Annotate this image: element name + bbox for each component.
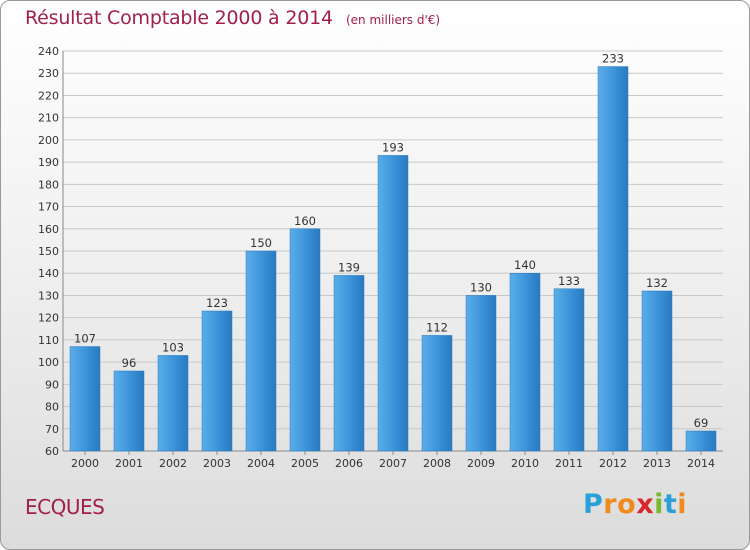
bar: [509, 272, 541, 452]
bar: [69, 346, 101, 452]
x-tick-label: 2008: [423, 457, 451, 470]
logo-letter: P: [583, 489, 604, 520]
bar-value-label: 233: [602, 52, 624, 66]
y-tick-label: 150: [38, 245, 59, 258]
y-tick-label: 240: [38, 45, 59, 58]
bar-value-label: 130: [470, 280, 492, 294]
y-tick-label: 70: [45, 423, 59, 436]
chart-title: Résultat Comptable 2000 à 2014: [25, 7, 333, 29]
bar: [333, 275, 365, 452]
y-tick-label: 130: [38, 289, 59, 302]
y-tick-label: 60: [45, 445, 59, 458]
x-tick-label: 2012: [599, 457, 627, 470]
y-tick-label: 90: [45, 378, 59, 391]
bar-value-label: 112: [426, 320, 448, 334]
logo-letter: r: [603, 489, 618, 520]
logo-letter: t: [663, 489, 678, 520]
logo-letter: x: [636, 489, 655, 520]
bar: [245, 250, 277, 452]
chart-subtitle: (en milliers d'€): [345, 13, 441, 27]
logo-letter: o: [617, 489, 637, 520]
bar-value-label: 69: [694, 416, 709, 430]
bar: [421, 335, 453, 452]
bar-value-label: 139: [338, 260, 360, 274]
x-tick-label: 2003: [203, 457, 231, 470]
bar-value-label: 96: [122, 356, 137, 370]
bar: [201, 310, 233, 452]
y-tick-label: 110: [38, 334, 59, 347]
x-tick-label: 2006: [335, 457, 363, 470]
x-tick-label: 2004: [247, 457, 275, 470]
bar-value-label: 133: [558, 274, 580, 288]
y-tick-label: 140: [38, 267, 59, 280]
bar: [685, 430, 717, 452]
x-tick-label: 2011: [555, 457, 583, 470]
town-name: ECQUES: [25, 495, 105, 519]
bar-value-label: 140: [514, 258, 536, 272]
x-tick-label: 2013: [643, 457, 671, 470]
bar: [597, 66, 629, 452]
logo-letter: i: [677, 489, 688, 520]
y-tick-label: 100: [38, 356, 59, 369]
title-row: Résultat Comptable 2000 à 2014 (en milli…: [25, 7, 440, 29]
y-tick-label: 220: [38, 89, 59, 102]
x-tick-label: 2000: [71, 457, 99, 470]
y-tick-label: 160: [38, 223, 59, 236]
bar: [157, 355, 189, 452]
y-tick-label: 180: [38, 178, 59, 191]
x-tick-label: 2009: [467, 457, 495, 470]
x-tick-label: 2002: [159, 457, 187, 470]
bar-value-label: 132: [646, 276, 668, 290]
y-tick-label: 210: [38, 112, 59, 125]
x-tick-label: 2001: [115, 457, 143, 470]
y-tick-label: 230: [38, 67, 59, 80]
y-tick-label: 80: [45, 401, 59, 414]
bar: [553, 288, 585, 452]
bar-value-label: 103: [162, 340, 184, 354]
bar: [289, 228, 321, 452]
x-tick-label: 2007: [379, 457, 407, 470]
y-tick-label: 200: [38, 134, 59, 147]
bar: [641, 290, 673, 452]
bar-value-label: 150: [250, 236, 272, 250]
x-tick-label: 2005: [291, 457, 319, 470]
bar: [465, 295, 497, 452]
x-tick-label: 2014: [687, 457, 715, 470]
bar-value-label: 160: [294, 214, 316, 228]
bar-value-label: 193: [382, 140, 404, 154]
proxiti-logo: Proxiti: [583, 489, 687, 520]
x-tick-label: 2010: [511, 457, 539, 470]
bar: [377, 155, 409, 452]
bar: [113, 370, 145, 452]
logo-letter: i: [654, 489, 664, 520]
y-tick-label: 170: [38, 201, 59, 214]
y-tick-label: 120: [38, 312, 59, 325]
y-tick-label: 190: [38, 156, 59, 169]
bar-value-label: 123: [206, 296, 228, 310]
bar-value-label: 107: [74, 332, 96, 346]
